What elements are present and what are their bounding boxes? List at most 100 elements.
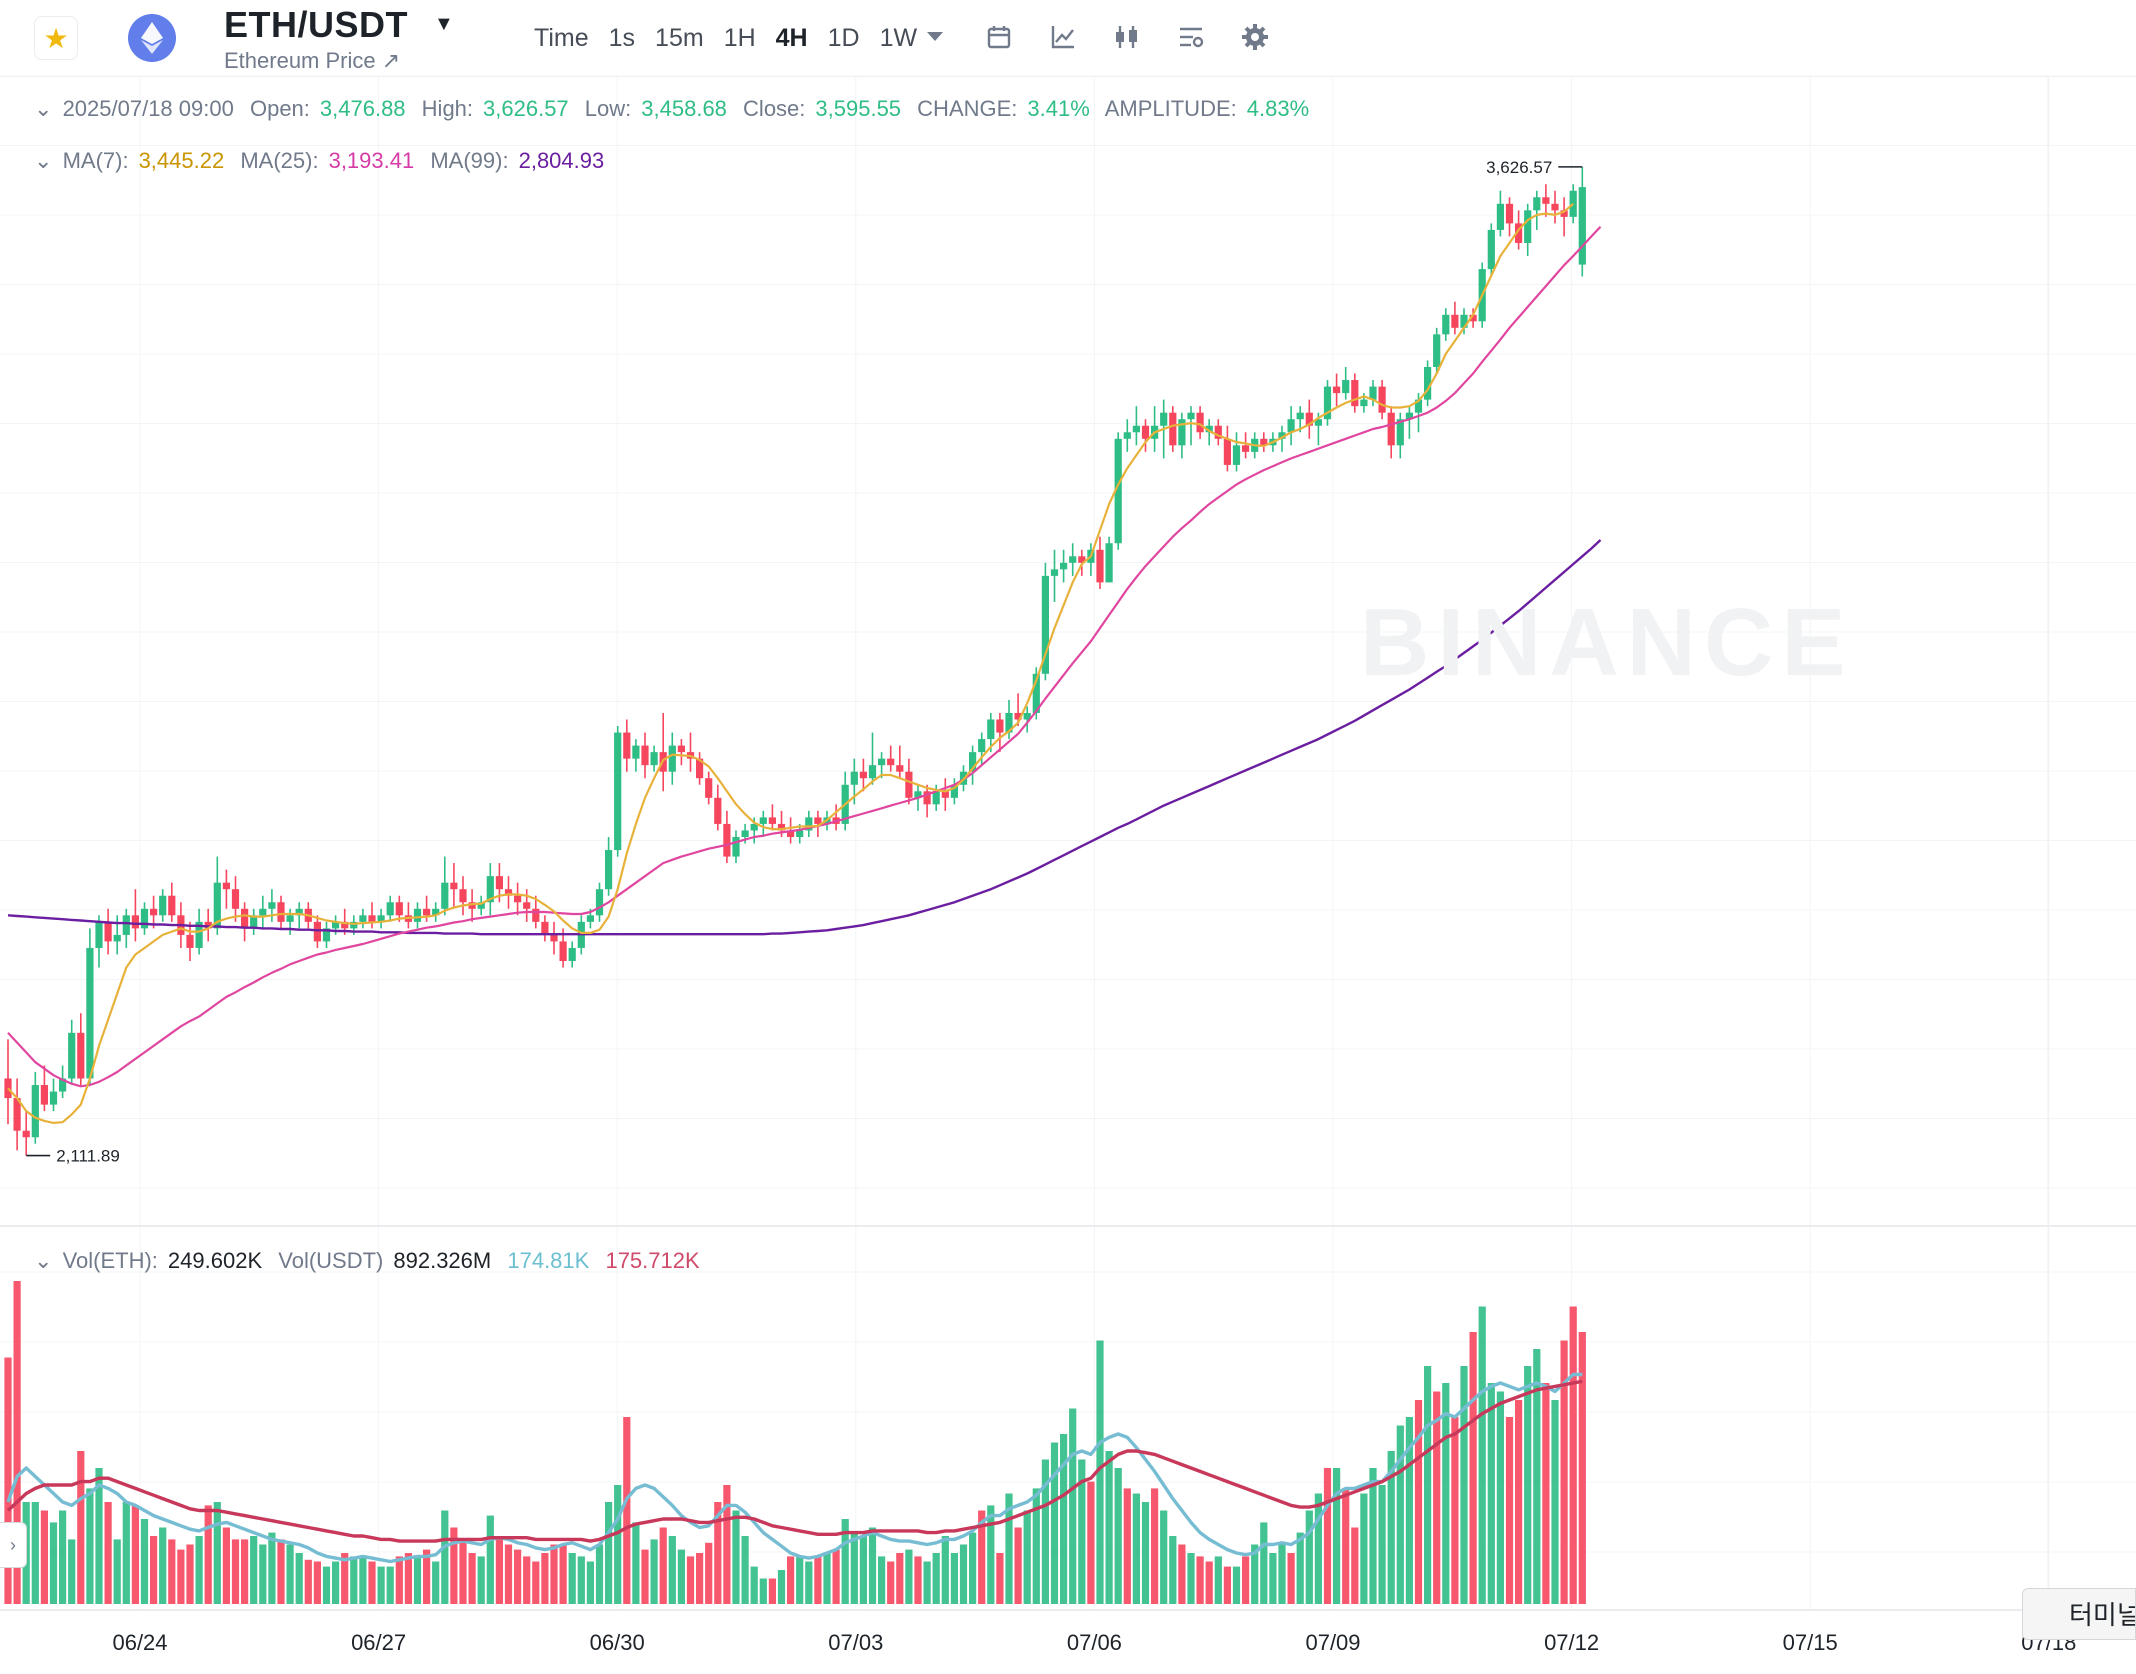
volume-bar <box>241 1539 249 1604</box>
interval-4h[interactable]: 4H <box>775 24 808 52</box>
volume-bar <box>395 1556 403 1604</box>
volume-bar <box>923 1561 931 1604</box>
volume-bar <box>231 1539 240 1604</box>
volume-bar <box>68 1539 76 1604</box>
interval-1h[interactable]: 1H <box>723 24 756 52</box>
volume-bar <box>1433 1391 1441 1604</box>
volume-bar <box>1278 1544 1286 1604</box>
settings-icon[interactable] <box>1238 20 1272 54</box>
volume-bar <box>1196 1556 1204 1604</box>
low-value: 3,458.68 <box>641 96 727 121</box>
volume-bar <box>1323 1468 1332 1604</box>
volume-bar <box>1178 1544 1186 1604</box>
candle-body <box>1496 203 1504 230</box>
ma99-value: 2,804.93 <box>518 148 605 173</box>
candle-date: 2025/07/18 09:00 <box>62 96 234 121</box>
x-tick-label: 07/03 <box>828 1630 883 1655</box>
volume-bar <box>140 1519 149 1604</box>
candle-body <box>1314 419 1322 426</box>
volume-bar <box>468 1553 476 1604</box>
calendar-icon[interactable] <box>982 20 1016 54</box>
collapse-arrow-icon[interactable]: ⌄ <box>34 96 53 121</box>
candle-body <box>541 921 549 935</box>
open-value: 3,476.88 <box>319 96 406 121</box>
candle-body <box>104 921 112 942</box>
interval-15m[interactable]: 15m <box>655 24 704 52</box>
interval-time[interactable]: Time <box>534 24 589 52</box>
volume-bar <box>1542 1383 1550 1604</box>
candle-body <box>796 830 804 837</box>
pair-title[interactable]: ETH/USDT <box>224 4 408 45</box>
terminal-tooltip[interactable]: 터미널 <box>2022 1588 2136 1640</box>
volume-bar <box>122 1502 130 1604</box>
candle-body <box>413 908 422 922</box>
candle-body <box>641 745 649 766</box>
candle-body <box>86 947 94 1079</box>
candle-body <box>286 915 294 922</box>
volume-bar <box>213 1502 221 1604</box>
interval-selector: Time 1s 15m 1H 4H 1D 1W <box>524 20 927 56</box>
interval-1w[interactable]: 1W <box>879 24 918 52</box>
candle-body <box>441 882 449 909</box>
more-intervals-icon[interactable] <box>918 20 952 54</box>
collapse-arrow-icon[interactable]: ⌄ <box>34 1248 53 1273</box>
candle-body <box>368 915 376 922</box>
volume-bar <box>1551 1400 1559 1604</box>
volume-bar <box>1032 1488 1040 1604</box>
favorite-star-icon[interactable]: ★ <box>34 16 78 60</box>
interval-1d[interactable]: 1D <box>827 24 860 52</box>
candle-body <box>140 908 149 929</box>
volume-bar <box>195 1536 203 1604</box>
collapse-arrow-icon[interactable]: ⌄ <box>34 148 53 173</box>
volume-bar <box>1141 1502 1150 1604</box>
volume-bar <box>1487 1383 1495 1604</box>
volume-legend: ⌄ Vol(ETH): 249.602K Vol(USDT) 892.326M 17… <box>34 1248 700 1273</box>
volume-bar <box>450 1527 458 1604</box>
candle-body <box>969 752 977 772</box>
indicator-icon[interactable] <box>1046 20 1080 54</box>
volume-bar <box>4 1357 12 1604</box>
volume-bar <box>186 1544 194 1604</box>
candle-body <box>1187 412 1195 420</box>
expand-sidebar-icon[interactable]: › <box>0 1522 27 1568</box>
candle-body <box>759 817 767 824</box>
caret-down-icon[interactable]: ▼ <box>434 13 454 35</box>
volume-bar <box>204 1505 212 1604</box>
volume-bar <box>1387 1451 1395 1604</box>
ma7-line <box>7 202 1574 1125</box>
volume-bar <box>523 1556 531 1604</box>
volume-bar <box>177 1549 185 1604</box>
candle-body <box>277 902 285 922</box>
volume-bar <box>1460 1366 1468 1604</box>
volume-bar <box>841 1519 849 1604</box>
volume-bar <box>859 1536 867 1604</box>
x-tick-label: 07/09 <box>1305 1630 1360 1655</box>
candle-body <box>350 921 358 929</box>
volume-bar <box>286 1544 294 1604</box>
candle-body <box>22 1130 30 1138</box>
candle-body <box>1524 210 1532 243</box>
vol-ma2-value: 175.712K <box>605 1248 700 1273</box>
volume-bar <box>969 1532 977 1604</box>
candle-body <box>978 739 986 753</box>
candle-body <box>40 1085 48 1105</box>
candle-type-icon[interactable] <box>1110 20 1144 54</box>
candle-body <box>750 823 758 831</box>
candle-body <box>268 902 276 909</box>
volume-bar <box>1169 1536 1177 1604</box>
candle-body <box>1260 438 1268 446</box>
candle-body <box>614 732 622 851</box>
candle-body <box>1178 419 1186 446</box>
volume-bar <box>741 1536 749 1604</box>
pair-subtitle[interactable]: Ethereum Price ↗ <box>224 48 401 73</box>
x-tick-label: 07/12 <box>1544 1630 1599 1655</box>
layout-icon[interactable] <box>1174 20 1208 54</box>
candle-body <box>13 1098 21 1131</box>
interval-1s[interactable]: 1s <box>608 24 636 52</box>
volume-bar <box>368 1561 376 1604</box>
volume-bar <box>941 1536 949 1604</box>
candle-body <box>1360 399 1368 407</box>
candle-body <box>504 889 513 896</box>
candle-body <box>1214 425 1222 439</box>
